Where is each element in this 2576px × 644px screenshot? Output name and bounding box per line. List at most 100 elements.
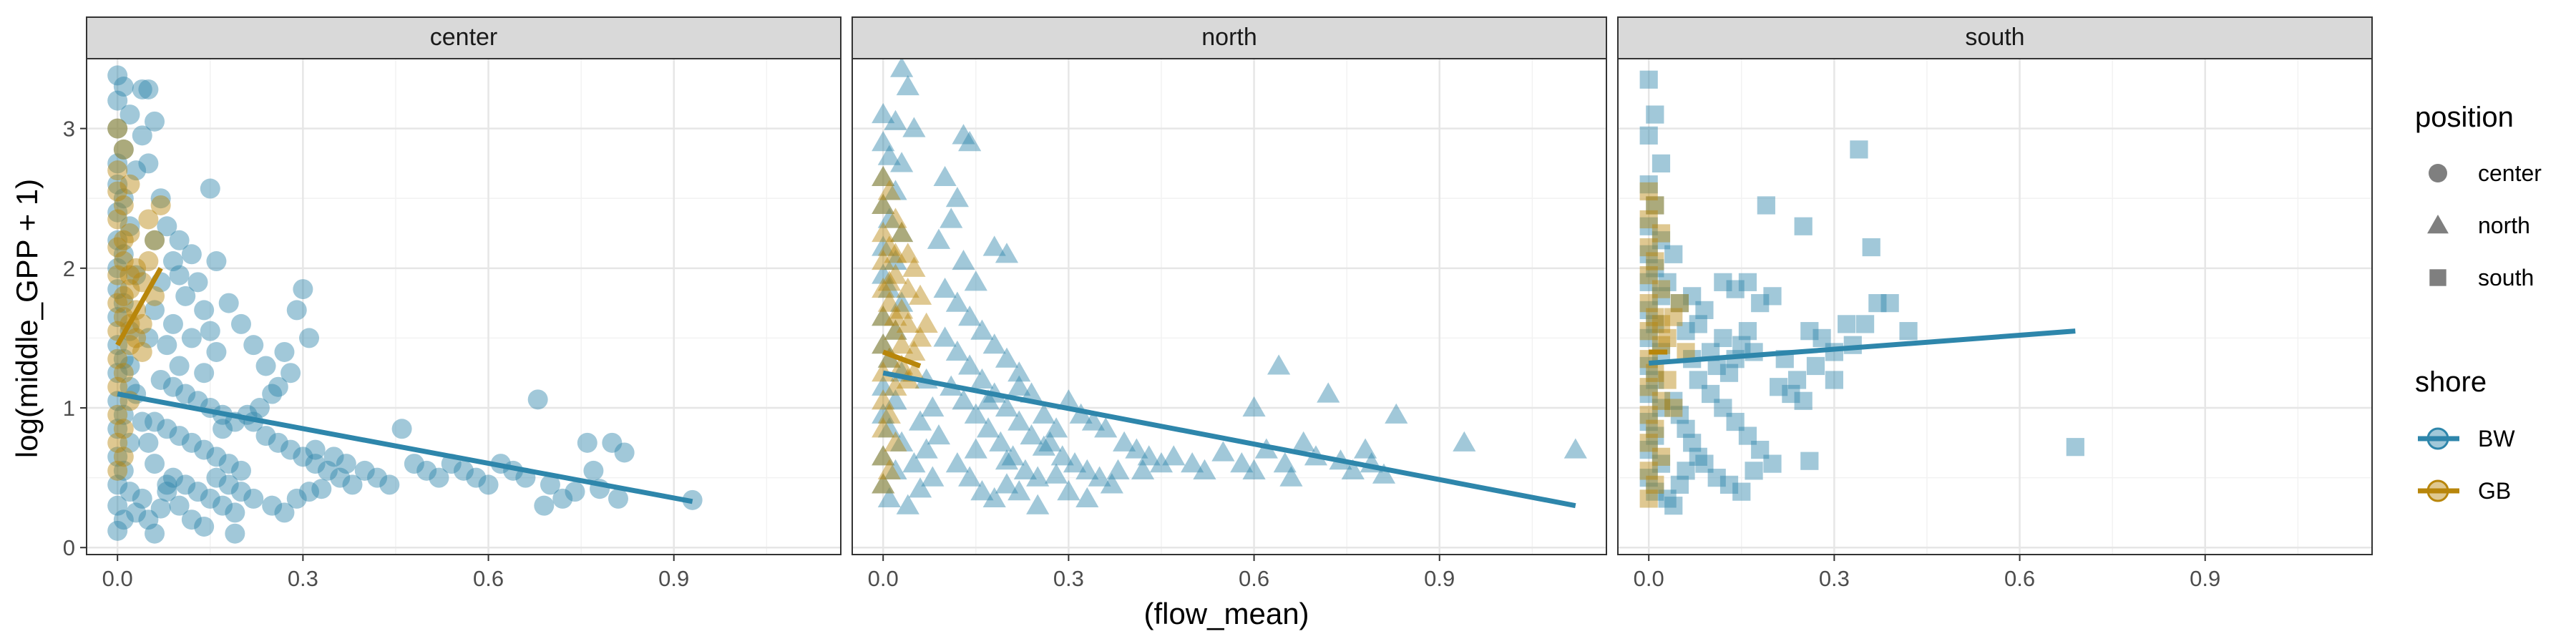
data-point-bw bbox=[274, 502, 295, 523]
data-point-bw bbox=[169, 265, 190, 286]
data-point-bw bbox=[1738, 426, 1757, 445]
data-point-bw bbox=[126, 502, 147, 523]
data-point-gb bbox=[113, 139, 134, 160]
data-point-bw bbox=[1757, 196, 1775, 215]
data-point-bw bbox=[299, 328, 320, 348]
data-point-bw bbox=[1026, 466, 1050, 487]
data-point-bw bbox=[1273, 452, 1297, 473]
data-point-bw bbox=[113, 139, 134, 160]
data-point-bw bbox=[995, 347, 1019, 368]
panel-background bbox=[1618, 59, 2372, 555]
data-point-bw bbox=[1639, 412, 1658, 431]
trend-line-bw bbox=[117, 391, 693, 504]
data-point-gb bbox=[107, 293, 128, 313]
data-point-bw bbox=[872, 102, 895, 124]
data-point-bw bbox=[138, 153, 159, 174]
data-point-gb bbox=[908, 284, 932, 305]
data-point-bw bbox=[132, 488, 152, 509]
data-point-bw bbox=[342, 474, 363, 495]
data-point-gb bbox=[150, 195, 171, 215]
data-point-bw bbox=[1664, 391, 1683, 410]
x-tick-label: 0.6 bbox=[1239, 566, 1269, 591]
facet-strip-label: center bbox=[430, 24, 498, 51]
points-layer bbox=[107, 57, 2084, 544]
data-point-bw bbox=[429, 467, 449, 488]
data-point-bw bbox=[1646, 482, 1664, 501]
data-point-bw bbox=[1639, 469, 1658, 487]
data-point-bw bbox=[181, 509, 202, 530]
data-point-bw bbox=[970, 368, 994, 389]
data-point-bw bbox=[1862, 238, 1880, 257]
data-point-bw bbox=[540, 474, 560, 495]
data-point-bw bbox=[107, 174, 128, 195]
data-point-bw bbox=[958, 466, 982, 487]
data-point-bw bbox=[107, 474, 128, 495]
data-point-bw bbox=[113, 188, 134, 209]
data-point-bw bbox=[1639, 70, 1658, 89]
data-point-bw bbox=[976, 389, 1000, 410]
data-point-bw bbox=[1013, 459, 1038, 479]
data-point-gb bbox=[1639, 434, 1658, 452]
data-point-bw bbox=[583, 460, 604, 481]
data-point-gb bbox=[1639, 462, 1658, 480]
data-point-bw bbox=[1639, 440, 1658, 459]
data-point-gb bbox=[1652, 447, 1671, 466]
data-point-bw bbox=[213, 495, 233, 516]
data-point-bw bbox=[1639, 356, 1658, 376]
data-point-gb bbox=[902, 340, 926, 361]
data-point-gb bbox=[126, 258, 147, 278]
data-point-bw bbox=[107, 202, 128, 223]
data-point-bw bbox=[1745, 343, 1763, 361]
data-point-bw bbox=[945, 340, 969, 361]
data-point-bw bbox=[255, 356, 276, 376]
data-point-bw bbox=[908, 477, 932, 498]
data-point-bw bbox=[145, 523, 165, 544]
data-point-bw bbox=[896, 494, 919, 514]
data-point-bw bbox=[1695, 301, 1714, 319]
data-point-bw bbox=[890, 57, 914, 77]
data-point-gb bbox=[1646, 364, 1664, 382]
data-point-gb bbox=[145, 230, 165, 250]
data-point-bw bbox=[416, 460, 437, 481]
data-point-bw bbox=[921, 466, 945, 487]
data-point-bw bbox=[157, 482, 177, 502]
data-point-bw bbox=[602, 432, 623, 453]
data-point-bw bbox=[293, 447, 313, 467]
data-point-bw bbox=[299, 482, 320, 502]
data-point-bw bbox=[1020, 382, 1043, 403]
data-point-bw bbox=[1639, 126, 1658, 145]
data-point-gb bbox=[1639, 322, 1658, 341]
x-tick-label: 0.3 bbox=[288, 566, 318, 591]
data-point-bw bbox=[1652, 231, 1671, 250]
data-point-bw bbox=[1646, 371, 1664, 389]
data-point-bw bbox=[1751, 294, 1770, 313]
data-point-bw bbox=[169, 495, 190, 516]
data-point-gb bbox=[902, 256, 926, 277]
data-point-bw bbox=[305, 454, 326, 474]
data-point-bw bbox=[107, 520, 128, 541]
data-point-bw bbox=[1385, 403, 1408, 424]
data-point-bw bbox=[391, 419, 412, 439]
data-point-bw bbox=[113, 404, 134, 425]
data-point-bw bbox=[1880, 294, 1899, 313]
data-point-bw bbox=[1670, 294, 1689, 313]
data-point-bw bbox=[132, 411, 152, 432]
data-point-bw bbox=[577, 432, 597, 453]
data-point-bw bbox=[982, 487, 1006, 507]
data-point-bw bbox=[200, 321, 220, 341]
data-point-bw bbox=[1563, 438, 1587, 459]
data-point-bw bbox=[995, 396, 1019, 417]
data-point-bw bbox=[107, 447, 128, 467]
data-point-gb bbox=[113, 230, 134, 250]
data-point-bw bbox=[1193, 459, 1216, 479]
data-point-gb bbox=[1658, 328, 1677, 348]
data-point-gb bbox=[884, 263, 907, 284]
data-point-bw bbox=[218, 293, 239, 313]
frames-layer: center north south bbox=[86, 16, 2373, 555]
legend-key-center bbox=[2429, 164, 2447, 182]
data-point-bw bbox=[1726, 280, 1745, 298]
data-point-bw bbox=[268, 432, 288, 453]
data-point-bw bbox=[1670, 475, 1689, 494]
data-point-bw bbox=[113, 244, 134, 265]
data-point-bw bbox=[157, 419, 177, 439]
